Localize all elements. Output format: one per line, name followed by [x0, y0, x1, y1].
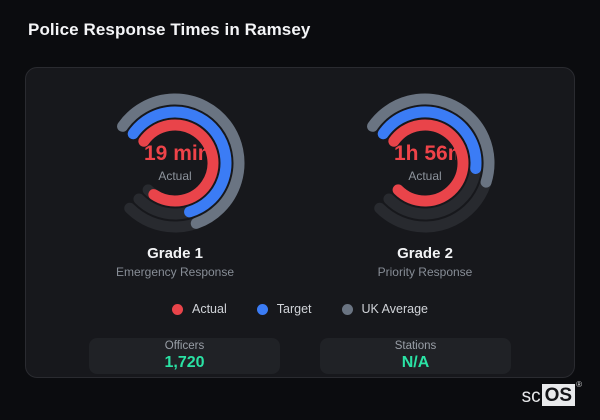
stat-officers: Officers 1,720	[89, 338, 280, 374]
stat-stations: Stations N/A	[320, 338, 511, 374]
gauge-title: Grade 2	[397, 245, 453, 262]
legend-dot-actual-icon	[172, 303, 183, 315]
gauge-ring-chart-grade-1: 19 min Actual	[100, 88, 250, 238]
stat-label: Stations	[394, 339, 437, 352]
legend-label: UK Average	[361, 302, 428, 316]
legend: Actual Target UK Average	[172, 302, 428, 316]
legend-item-uk-average[interactable]: UK Average	[341, 302, 428, 316]
stat-value: 1,720	[164, 353, 205, 371]
legend-item-target[interactable]: Target	[256, 302, 312, 316]
response-times-card: 19 min Actual Grade 1 Emergency Response…	[25, 67, 575, 378]
stat-label: Officers	[164, 339, 205, 352]
gauge-grade-1: 19 min Actual Grade 1 Emergency Response	[50, 88, 300, 279]
legend-item-actual[interactable]: Actual	[172, 302, 227, 316]
scos-logo: sc OS ®	[521, 380, 582, 407]
registered-mark-icon: ®	[576, 380, 582, 389]
scos-logo-prefix: sc	[521, 386, 541, 407]
legend-dot-uk-average-icon	[341, 303, 353, 315]
gauge-rings-svg	[367, 93, 495, 233]
page-title: Police Response Times in Ramsey	[28, 20, 311, 39]
stats-row: Officers 1,720 Stations N/A	[26, 338, 574, 374]
gauge-ring-chart-grade-2: 1h 56m Actual	[350, 88, 500, 238]
legend-dot-target-icon	[256, 303, 268, 315]
legend-label: Actual	[192, 302, 227, 316]
scos-logo-box: OS	[541, 384, 576, 406]
stat-value: N/A	[401, 353, 430, 371]
gauge-title: Grade 1	[147, 245, 203, 262]
gauges-row: 19 min Actual Grade 1 Emergency Response…	[26, 88, 574, 279]
gauge-subtitle: Emergency Response	[115, 265, 235, 279]
gauge-rings-svg	[117, 93, 245, 233]
legend-label: Target	[276, 302, 312, 316]
gauge-grade-2: 1h 56m Actual Grade 2 Priority Response	[300, 88, 550, 279]
gauge-subtitle: Priority Response	[377, 265, 473, 279]
